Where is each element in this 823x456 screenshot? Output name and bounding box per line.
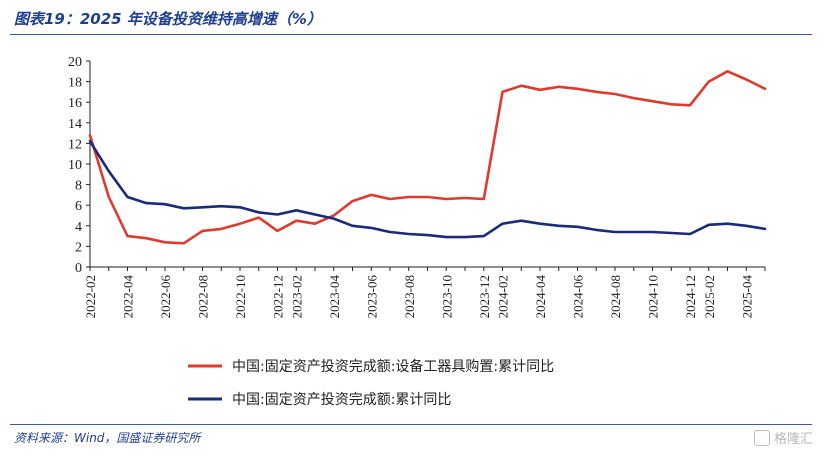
y-tick-label: 6 bbox=[75, 199, 82, 214]
y-tick-label: 2 bbox=[75, 240, 82, 255]
x-tick-label: 2024-06 bbox=[571, 275, 586, 319]
x-tick-label: 2022-04 bbox=[121, 275, 136, 319]
series-line-1 bbox=[88, 70, 767, 245]
x-tick-label: 2022-06 bbox=[158, 275, 173, 319]
y-tick-label: 12 bbox=[68, 137, 82, 152]
x-tick-label: 2024-10 bbox=[646, 275, 661, 318]
source-divider bbox=[10, 424, 812, 425]
legend-label-2: 中国:固定资产投资完成额:累计同比 bbox=[232, 392, 451, 408]
x-tick-label: 2023-06 bbox=[364, 275, 379, 319]
y-tick-label: 8 bbox=[75, 179, 82, 194]
x-tick-label: 2024-04 bbox=[533, 275, 548, 319]
x-tick-label: 2023-02 bbox=[289, 275, 304, 318]
legend-label-1: 中国:固定资产投资完成额:设备工器具购置:累计同比 bbox=[232, 358, 554, 375]
watermark-logo-icon bbox=[753, 430, 770, 446]
x-axis: 2022-02 2022-04 2022-06 2022-08 2022-10 2022-… bbox=[83, 266, 766, 319]
y-tick-label: 14 bbox=[68, 117, 82, 132]
x-tick-label: 2025-04 bbox=[739, 275, 754, 319]
source-note: 资料来源：Wind，国盛证券研究所 bbox=[14, 431, 201, 445]
chart-title: 图表19：2025 年设备投资维持高增速（%） bbox=[14, 10, 322, 28]
y-tick-label: 4 bbox=[75, 220, 82, 235]
x-tick-label: 2023-04 bbox=[327, 275, 342, 319]
x-tick-label: 2025-02 bbox=[702, 275, 717, 318]
x-tick-label: 2022-08 bbox=[196, 275, 211, 318]
watermark-text: 格隆汇 bbox=[773, 432, 813, 447]
y-tick-label: 0 bbox=[75, 261, 82, 276]
y-tick-label: 16 bbox=[68, 96, 82, 111]
x-tick-label: 2024-12 bbox=[683, 275, 698, 318]
watermark: 格隆汇 bbox=[753, 428, 813, 447]
x-tick-label: 2023-12 bbox=[477, 275, 492, 318]
x-tick-label: 2022-02 bbox=[83, 275, 98, 318]
y-tick-label: 10 bbox=[68, 158, 82, 173]
x-tick-label: 2023-08 bbox=[402, 275, 417, 318]
series-line-2 bbox=[88, 140, 767, 239]
x-tick-label: 2022-10 bbox=[233, 275, 248, 318]
y-axis: 0 2 4 6 8 10 12 14 16 18 20 bbox=[68, 55, 91, 276]
x-tick-label: 2024-02 bbox=[496, 275, 511, 318]
legend: 中国:固定资产投资完成额:设备工器具购置:累计同比中国:固定资产投资完成额:累计… bbox=[188, 358, 554, 408]
x-tick-label: 2022-12 bbox=[271, 275, 286, 318]
series-layer bbox=[88, 70, 767, 245]
x-tick-label: 2024-08 bbox=[608, 275, 623, 318]
y-tick-label: 20 bbox=[68, 55, 82, 70]
title-divider bbox=[10, 34, 812, 35]
x-tick-label: 2023-10 bbox=[439, 275, 454, 318]
y-tick-label: 18 bbox=[68, 76, 82, 91]
